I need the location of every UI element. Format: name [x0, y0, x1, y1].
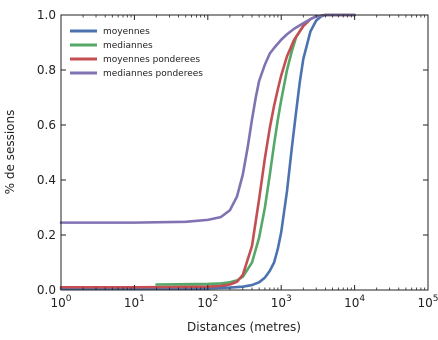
series-line-0 — [59, 13, 356, 290]
x-tick-label: 104 — [344, 294, 365, 310]
x-tick-label-exponent: 1 — [139, 294, 145, 304]
x-tick-label: 101 — [124, 294, 145, 310]
x-tick-label-base: 10 — [417, 296, 432, 310]
x-axis-title: Distances (metres) — [187, 320, 301, 334]
y-tick-label: 0.0 — [37, 283, 56, 297]
legend-label: moyennes ponderees — [103, 55, 200, 65]
y-tick-label: 0.2 — [37, 228, 56, 242]
y-tick-label: 1.0 — [37, 8, 56, 22]
x-tick-label-exponent: 5 — [433, 294, 438, 304]
x-tick-label-exponent: 2 — [213, 294, 219, 304]
x-tick-label-exponent: 0 — [66, 294, 72, 304]
x-tick-label-base: 10 — [344, 296, 359, 310]
axes-frame — [60, 14, 429, 291]
y-axis-title: % de sessions — [3, 110, 17, 195]
x-tick-label-exponent: 3 — [286, 294, 292, 304]
x-tick-label: 103 — [271, 294, 292, 310]
x-tick-label: 102 — [197, 294, 218, 310]
series-layer — [59, 13, 356, 290]
x-tick-label-base: 10 — [50, 296, 65, 310]
x-tick-label-exponent: 4 — [359, 294, 365, 304]
y-tick-label: 0.8 — [37, 63, 56, 77]
x-tick-label-base: 10 — [271, 296, 286, 310]
x-tick-label-base: 10 — [197, 296, 212, 310]
x-tick-label: 105 — [417, 294, 438, 310]
legend-label: mediannes — [103, 41, 153, 51]
x-tick-label: 100 — [50, 294, 71, 310]
x-tick-label-base: 10 — [124, 296, 139, 310]
series-line-3 — [59, 13, 356, 224]
legend-label: mediannes ponderees — [103, 69, 203, 79]
y-tick-label: 0.6 — [37, 118, 56, 132]
plot-area — [61, 15, 428, 290]
y-tick-label: 0.4 — [37, 173, 56, 187]
legend: moyennes mediannes moyennes ponderees media… — [70, 27, 203, 79]
legend-label: moyennes — [103, 27, 150, 37]
